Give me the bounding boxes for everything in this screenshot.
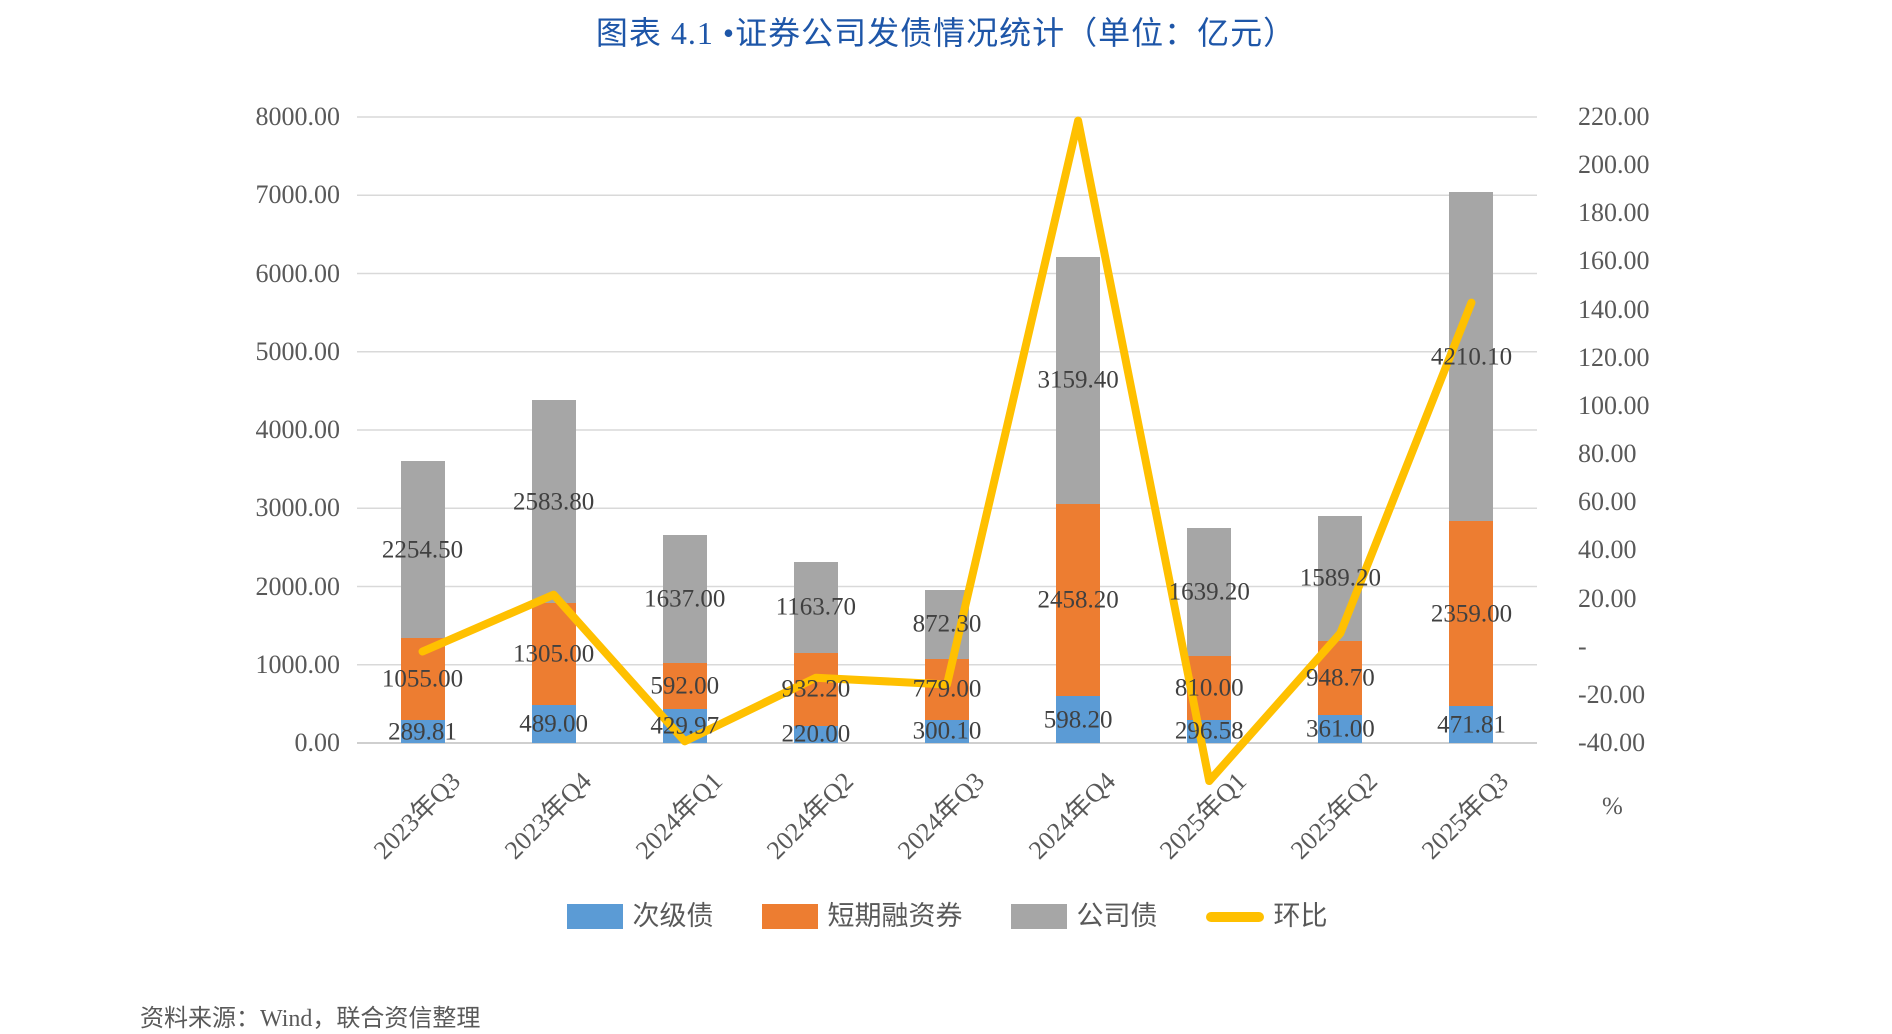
bar-data-label: 289.81 — [388, 718, 457, 746]
y-axis-right-tick: -20.00 — [1578, 679, 1646, 709]
bar-data-label: 1639.20 — [1168, 578, 1250, 606]
y-axis-left-tick: 6000.00 — [255, 258, 341, 288]
y-axis-right-tick: 40.00 — [1578, 535, 1637, 565]
bar-data-label: 932.20 — [781, 675, 851, 703]
bar-data-label: 1589.20 — [1299, 564, 1381, 592]
bar-data-label: 4210.10 — [1430, 343, 1513, 371]
y-axis-right-tick: 80.00 — [1578, 439, 1637, 469]
bar-data-label: 810.00 — [1174, 674, 1244, 702]
chart-legend: 次级债 短期融资券 公司债 环比 — [357, 903, 1537, 930]
bar-data-label: 429.97 — [650, 712, 720, 740]
bar-segment — [1187, 528, 1232, 657]
bar-segment — [1449, 706, 1494, 743]
bar-data-label: 361.00 — [1305, 715, 1375, 743]
bar-segment — [662, 534, 707, 664]
bar-data-label: 220.00 — [781, 720, 851, 748]
bar-segment — [662, 663, 707, 710]
y-axis-right-tick: 20.00 — [1578, 583, 1637, 613]
legend-color-swatch — [761, 904, 818, 929]
y-axis-right-tick: 160.00 — [1578, 246, 1650, 276]
legend-item: 短期融资券 — [761, 901, 963, 931]
bar-data-label: 2583.80 — [513, 488, 595, 516]
y-axis-right-tick: 140.00 — [1578, 294, 1650, 324]
legend-item: 环比 — [1205, 901, 1328, 931]
y-axis-right-tick: 220.00 — [1578, 102, 1650, 131]
bar-segment — [793, 725, 838, 743]
bar-segment — [400, 720, 445, 743]
bar-data-label: 2458.20 — [1037, 586, 1119, 614]
bar-data-label: 948.70 — [1305, 664, 1375, 692]
bar-data-label: 489.00 — [519, 710, 589, 738]
bar-data-label: 1055.00 — [381, 665, 464, 693]
y-axis-right-tick: 100.00 — [1578, 390, 1650, 420]
legend-item: 次级债 — [566, 901, 714, 931]
legend-label: 环比 — [1273, 901, 1328, 931]
bar-data-label: 592.00 — [650, 672, 720, 700]
y-axis-left-tick: 5000.00 — [255, 336, 341, 366]
y-axis-left-tick: 4000.00 — [255, 415, 341, 444]
y-axis-right-tick: 180.00 — [1578, 198, 1650, 228]
bar-data-label: 3159.40 — [1037, 366, 1119, 394]
bar-data-label: 1305.00 — [513, 640, 595, 668]
bar-data-label: 471.81 — [1437, 711, 1506, 739]
bar-segment — [531, 602, 576, 705]
qoq-line-series — [418, 116, 1476, 786]
bar-data-label: 300.10 — [912, 717, 982, 745]
chart-title: 图表 4.1 •证券公司发债情况统计（单位：亿元） — [595, 15, 1297, 51]
bar-data-label: 598.20 — [1043, 706, 1113, 734]
legend-label: 短期融资券 — [827, 901, 963, 931]
y-axis-left-tick: 2000.00 — [255, 571, 341, 601]
bar-data-label: 2254.50 — [381, 536, 464, 564]
legend-item: 公司债 — [1010, 901, 1158, 931]
source-note: 资料来源：Wind，联合资信整理 — [140, 1006, 481, 1032]
bar-segment — [1449, 521, 1494, 707]
legend-line-swatch — [1205, 911, 1264, 922]
bar-data-label: 1637.00 — [644, 585, 726, 613]
y-axis-left-tick: 3000.00 — [255, 493, 341, 523]
bar-segment — [400, 461, 445, 638]
legend-label: 公司债 — [1076, 901, 1158, 931]
bar-segment — [531, 704, 576, 743]
bar-segment — [793, 561, 838, 653]
y-axis-right-tick: 200.00 — [1578, 150, 1650, 180]
bar-segment — [531, 400, 576, 603]
y-axis-left-tick: 8000.00 — [255, 102, 341, 131]
legend-color-swatch — [1010, 904, 1067, 929]
y-axis-right-tick: 120.00 — [1578, 342, 1650, 372]
bar-data-label: 2359.00 — [1430, 600, 1513, 628]
bar-segment — [1056, 256, 1101, 504]
right-axis-unit-label: % — [1602, 793, 1623, 820]
bar-data-label: 779.00 — [912, 675, 982, 703]
bar-data-label: 296.58 — [1174, 717, 1244, 745]
bar-data-label: 1163.70 — [775, 593, 857, 621]
bar-segment — [1056, 696, 1101, 743]
bar-segment — [925, 719, 969, 743]
bar-segment — [1056, 503, 1101, 697]
bar-segment — [1318, 516, 1363, 641]
legend-label: 次级债 — [632, 901, 714, 931]
y-axis-right-tick: 60.00 — [1578, 487, 1637, 517]
y-axis-left-tick: 0.00 — [294, 728, 341, 757]
bar-data-label: 872.30 — [912, 610, 982, 638]
y-axis-right-tick: -40.00 — [1578, 728, 1646, 757]
legend-color-swatch — [566, 904, 623, 929]
y-axis-left-tick: 7000.00 — [255, 180, 341, 210]
y-axis-left-tick: 1000.00 — [255, 649, 341, 679]
bar-segment — [1449, 192, 1494, 522]
y-axis-right-tick: - — [1578, 631, 1587, 661]
bar-segment — [1318, 714, 1363, 743]
